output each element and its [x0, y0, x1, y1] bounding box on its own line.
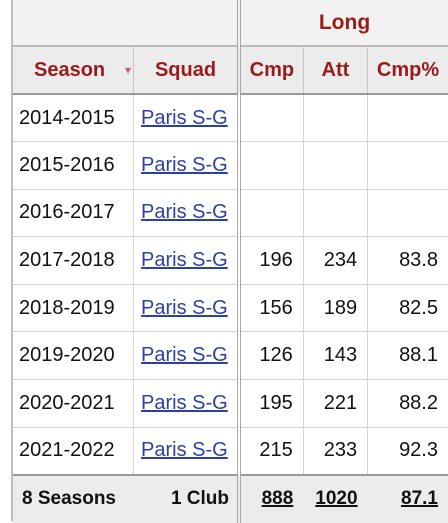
att-cell: 143 — [302, 331, 368, 381]
season-cell: 2021-2022 — [12, 427, 134, 476]
squad-cell: Paris S-G — [133, 427, 240, 476]
season-cell: 2019-2020 — [12, 331, 134, 381]
cmp-pct-cell — [367, 189, 448, 238]
table-row: 2014-2015 Paris S-G — [12, 94, 448, 143]
cmp-cell: 195 — [237, 379, 304, 428]
totals-att-value: 1020 — [315, 488, 358, 510]
squad-cell: Paris S-G — [133, 331, 240, 381]
totals-cmp-value: 888 — [261, 488, 294, 510]
column-header-season[interactable]: Season ▾ — [12, 46, 134, 95]
table-row: 2020-2021 Paris S-G 195 221 88.2 — [12, 379, 448, 428]
totals-clubs: 1 Club — [133, 473, 240, 523]
column-header-cmp[interactable]: Cmp — [237, 46, 304, 95]
table-row: 2021-2022 Paris S-G 215 233 92.3 — [12, 427, 448, 476]
att-cell: 234 — [302, 236, 368, 285]
att-cell — [302, 189, 368, 238]
cmp-cell: 196 — [237, 236, 304, 285]
squad-link[interactable]: Paris S-G — [141, 153, 228, 176]
group-header-row: Long — [12, 0, 448, 47]
squad-link[interactable]: Paris S-G — [141, 344, 228, 367]
cmp-pct-cell — [367, 94, 448, 143]
att-cell — [302, 94, 368, 143]
cmp-pct-cell — [367, 141, 448, 190]
group-header-long: Long — [237, 0, 448, 47]
cmp-cell: 156 — [237, 284, 304, 333]
att-cell: 221 — [302, 379, 368, 428]
table-row: 2016-2017 Paris S-G — [12, 189, 448, 238]
table-row: 2015-2016 Paris S-G — [12, 141, 448, 190]
cmp-cell: 126 — [237, 331, 304, 381]
cmp-pct-cell: 83.8 — [367, 236, 448, 285]
season-cell: 2016-2017 — [12, 189, 134, 238]
column-header-row: Season ▾ Squad Cmp Att Cmp% — [12, 46, 448, 95]
season-cell: 2015-2016 — [12, 141, 134, 190]
cmp-cell — [237, 94, 304, 143]
squad-link[interactable]: Paris S-G — [141, 296, 228, 319]
column-header-season-label: Season — [34, 58, 106, 81]
totals-att: 1020 — [303, 473, 368, 523]
sort-arrow-icon: ▾ — [125, 63, 132, 77]
squad-cell: Paris S-G — [133, 236, 240, 285]
totals-cmp-pct-value: 87.1 — [401, 488, 438, 510]
squad-cell: Paris S-G — [133, 94, 240, 143]
att-cell: 233 — [302, 427, 368, 476]
squad-cell: Paris S-G — [133, 141, 240, 190]
cmp-cell: 215 — [237, 427, 304, 476]
squad-link[interactable]: Paris S-G — [141, 106, 228, 129]
totals-seasons: 8 Seasons — [12, 473, 134, 523]
group-header-spacer — [12, 0, 240, 47]
column-header-squad[interactable]: Squad — [133, 46, 240, 95]
squad-link[interactable]: Paris S-G — [141, 201, 228, 224]
cmp-pct-cell: 92.3 — [367, 427, 448, 476]
season-cell: 2020-2021 — [12, 379, 134, 428]
column-header-att[interactable]: Att — [302, 46, 368, 95]
totals-row: 8 Seasons 1 Club 888 1020 87.1 — [12, 473, 448, 523]
long-passing-table: Long Season ▾ Squad Cmp Att Cmp% 2014-20… — [12, 0, 448, 523]
squad-link[interactable]: Paris S-G — [141, 391, 228, 414]
season-cell: 2017-2018 — [12, 236, 134, 285]
table-row: 2018-2019 Paris S-G 156 189 82.5 — [12, 284, 448, 333]
cmp-cell — [237, 189, 304, 238]
squad-cell: Paris S-G — [133, 379, 240, 428]
att-cell: 189 — [302, 284, 368, 333]
squad-link[interactable]: Paris S-G — [141, 249, 228, 272]
att-cell — [302, 141, 368, 190]
totals-cmp: 888 — [237, 473, 304, 523]
cmp-pct-cell: 82.5 — [367, 284, 448, 333]
table-row: 2019-2020 Paris S-G 126 143 88.1 — [12, 331, 448, 381]
cmp-pct-cell: 88.2 — [367, 379, 448, 428]
squad-cell: Paris S-G — [133, 189, 240, 238]
cmp-pct-cell: 88.1 — [367, 331, 448, 381]
table-row: 2017-2018 Paris S-G 196 234 83.8 — [12, 236, 448, 285]
season-cell: 2014-2015 — [12, 94, 134, 143]
totals-cmp-pct: 87.1 — [367, 473, 448, 523]
season-cell: 2018-2019 — [12, 284, 134, 333]
squad-cell: Paris S-G — [133, 284, 240, 333]
cmp-cell — [237, 141, 304, 190]
squad-link[interactable]: Paris S-G — [141, 439, 228, 462]
column-header-cmp-pct[interactable]: Cmp% — [367, 46, 448, 95]
